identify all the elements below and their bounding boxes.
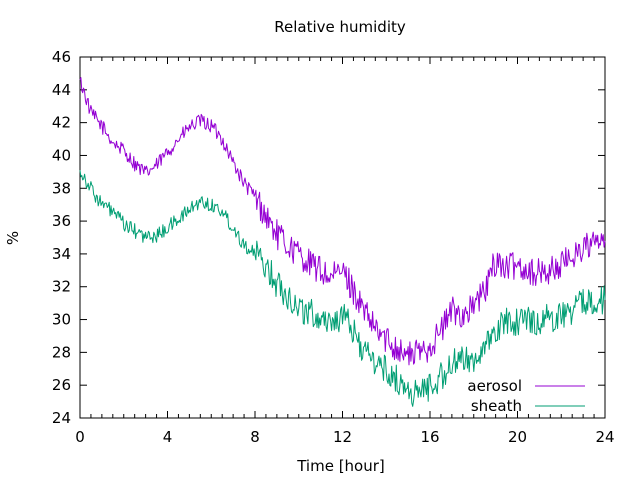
plot-frame [79,56,606,419]
y-tick-label: 36 [52,212,71,230]
y-tick-label: 28 [52,343,71,361]
y-tick-label: 26 [52,376,71,394]
y-tick-label: 38 [52,179,71,197]
x-tick-label: 4 [163,428,173,446]
legend-label-aerosol: aerosol [467,377,522,395]
y-tick-label: 46 [52,48,71,66]
x-tick-label: 16 [420,428,439,446]
x-tick-label: 12 [333,428,352,446]
y-tick-label: 30 [52,311,71,329]
y-tick-label: 40 [52,146,71,164]
y-tick-label: 42 [52,114,71,132]
legend-label-sheath: sheath [471,397,522,415]
y-tick-label: 32 [52,278,71,296]
y-tick-label: 44 [52,81,71,99]
axes: 24 26 28 30 32 34 36 38 40 42 44 46 0 4 8 12 16 20 24 [52,48,615,446]
x-tick-label: 24 [595,428,614,446]
x-tick-label: 0 [75,428,85,446]
legend: aerosol sheath [467,377,585,415]
series-line-sheath [79,170,606,407]
chart-title: Relative humidity [274,18,406,36]
series-line-aerosol [79,77,606,366]
y-axis-label: % [4,231,22,245]
plot-area [79,77,606,407]
y-tick-label: 34 [52,245,71,263]
x-tick-label: 8 [250,428,260,446]
x-axis-label: Time [hour] [296,457,385,475]
x-tick-label: 20 [508,428,527,446]
y-tick-label: 24 [52,409,71,427]
